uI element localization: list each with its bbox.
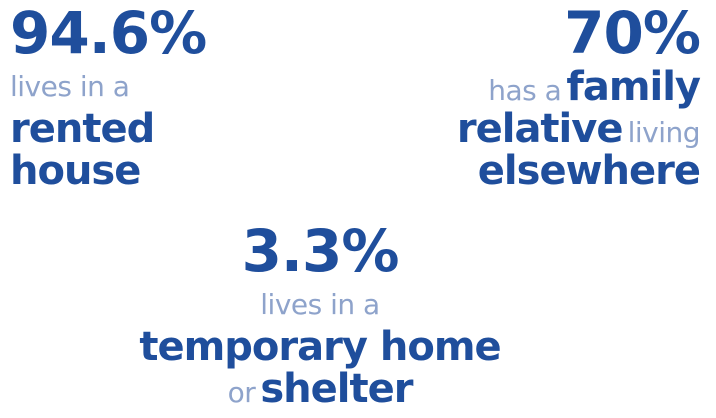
stat-figure: 70% [564,0,701,67]
stat-figure: 3.3% [241,217,400,285]
bold-text: house [10,148,141,194]
light-text: lives in a [10,70,130,103]
stat: 70% has a family relative living elsewhere [456,0,701,194]
bold-text: shelter [260,366,413,412]
bold-text: temporary home [139,324,501,370]
stat: 94.6% lives in a rented house [10,0,207,192]
stat-line: rented [10,108,206,150]
light-text: lives in a [260,288,380,321]
bold-text: relative [456,106,624,152]
stat: 3.3% lives in a temporary home or shelter [139,217,501,410]
light-text: has a [488,74,562,107]
stat-line: or shelter [139,368,500,410]
stat-line: elsewhere [457,148,701,194]
stat-figure: 94.6% [10,0,207,67]
stat-line: temporary home [139,324,501,370]
light-text: or [227,376,256,409]
stat-line: lives in a [139,284,500,326]
stat-line: lives in a [10,66,206,108]
bold-text: rented [10,106,155,152]
stat-line: house [10,150,206,192]
bold-text: elsewhere [477,148,701,194]
stat-line: has a family [457,64,701,110]
stat-line: relative living [456,106,701,152]
light-text: living [627,116,701,149]
bold-text: family [566,64,701,110]
